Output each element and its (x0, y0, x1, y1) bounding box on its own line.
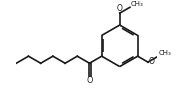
Text: CH₃: CH₃ (159, 50, 172, 56)
Text: O: O (117, 4, 123, 13)
Text: O: O (148, 57, 154, 66)
Text: O: O (87, 76, 93, 85)
Text: CH₃: CH₃ (131, 1, 143, 7)
